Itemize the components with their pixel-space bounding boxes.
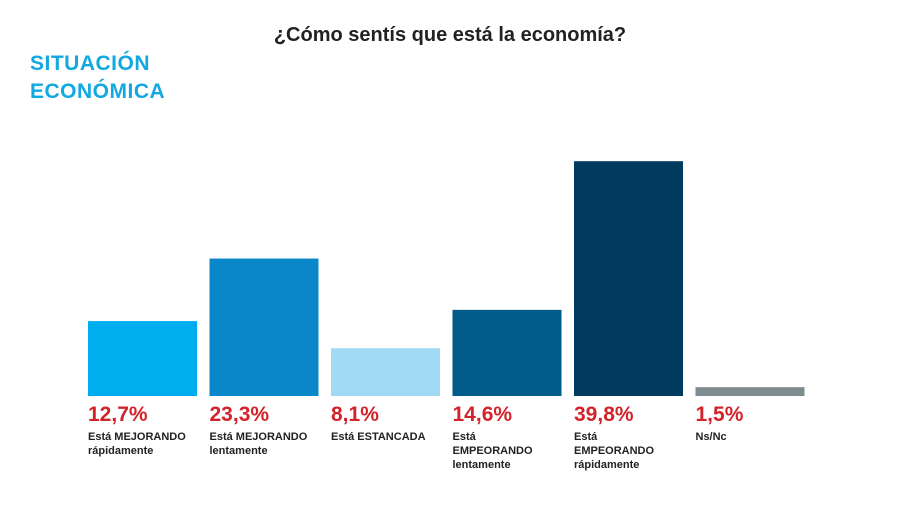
category-label: Está EMPEORANDO lentamente	[452, 431, 533, 471]
bar	[209, 258, 319, 396]
value-label: 1,5%	[695, 403, 744, 426]
category-label: Está MEJORANDO rápidamente	[88, 431, 186, 457]
category-label: Está EMPEORANDO rápidamente	[574, 431, 655, 471]
category-label: Está ESTANCADA	[331, 431, 426, 443]
bar	[452, 309, 562, 396]
bar	[331, 348, 440, 396]
value-label: 12,7%	[88, 403, 148, 426]
chart-title: ¿Cómo sentís que está la economía?	[273, 24, 627, 46]
value-label: 23,3%	[209, 403, 270, 426]
bar	[88, 321, 197, 396]
value-label: 14,6%	[452, 403, 513, 426]
section-label: SITUACIÓN ECONÓMICA	[30, 52, 166, 103]
value-label: 8,1%	[331, 403, 379, 426]
bar	[695, 387, 805, 396]
bar	[574, 161, 683, 396]
value-label: 39,8%	[574, 403, 634, 426]
category-label: Está MEJORANDO lentamente	[209, 431, 308, 457]
category-label: Ns/Nc	[695, 431, 727, 443]
